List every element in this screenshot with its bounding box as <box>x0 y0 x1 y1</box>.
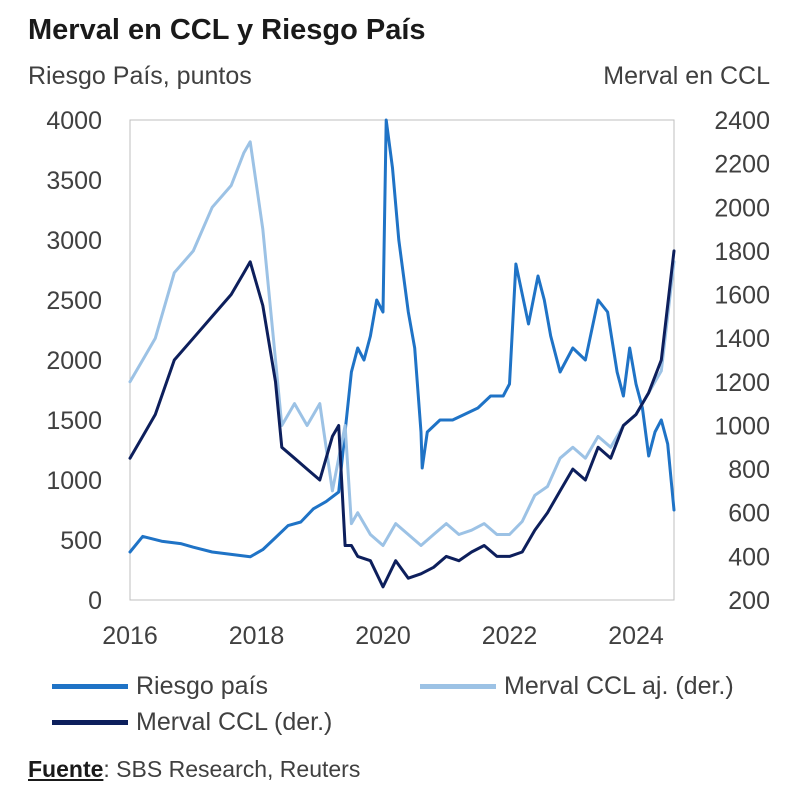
series-layer <box>128 118 676 589</box>
legend-label: Riesgo país <box>136 672 269 700</box>
left-tick-label: 4000 <box>46 107 102 135</box>
legend-label: Merval CCL aj. (der.) <box>504 672 734 700</box>
legend-label: Merval CCL (der.) <box>136 708 333 736</box>
x-tick-label: 2024 <box>608 622 664 650</box>
x-tick-label: 2016 <box>102 622 158 650</box>
left-tick-label: 2000 <box>46 347 102 375</box>
legend-item-merval-ccl-aj: Merval CCL aj. (der.) <box>420 672 734 701</box>
right-tick-label: 600 <box>728 500 770 528</box>
right-tick-label: 1200 <box>714 369 770 397</box>
left-axis-label: Riesgo País, puntos <box>28 62 252 90</box>
x-axis-ticks: 2016 2018 2020 2022 2024 <box>102 622 664 650</box>
series-line-merval-ccl-der <box>128 249 676 589</box>
right-tick-label: 400 <box>728 543 770 571</box>
legend-swatch-merval-ccl <box>52 720 128 725</box>
right-tick-label: 1600 <box>714 282 770 310</box>
series-line-riesgo-pa-s <box>128 118 676 559</box>
legend-swatch-merval-ccl-aj <box>420 684 496 689</box>
source-value: : SBS Research, Reuters <box>103 756 361 782</box>
right-tick-label: 1800 <box>714 238 770 266</box>
left-tick-label: 500 <box>60 527 102 555</box>
legend-item-riesgo-pais: Riesgo país <box>52 672 268 701</box>
source-note: Fuente: SBS Research, Reuters <box>28 756 360 783</box>
left-tick-label: 3000 <box>46 227 102 255</box>
left-axis-ticks: 4000 3500 3000 2500 2000 1500 1000 500 0 <box>46 107 102 615</box>
left-tick-label: 1000 <box>46 467 102 495</box>
legend: Riesgo país Merval CCL aj. (der.) Merval… <box>0 672 800 752</box>
line-chart: 4000 3500 3000 2500 2000 1500 1000 500 0 2400 220… <box>46 107 770 650</box>
left-tick-label: 1500 <box>46 407 102 435</box>
right-tick-label: 2400 <box>714 107 770 135</box>
x-tick-label: 2018 <box>229 622 285 650</box>
right-axis-ticks: 2400 2200 2000 1800 1600 1400 1200 1000 800 600 40… <box>714 107 770 615</box>
plot-frame <box>129 119 675 601</box>
right-axis-label: Merval en CCL <box>603 62 770 90</box>
left-tick-label: 0 <box>88 587 102 615</box>
legend-item-merval-ccl: Merval CCL (der.) <box>52 708 332 737</box>
series-line-merval-ccl-aj-der <box>128 140 676 547</box>
left-tick-label: 2500 <box>46 287 102 315</box>
right-tick-label: 1400 <box>714 325 770 353</box>
x-tick-label: 2020 <box>355 622 411 650</box>
right-tick-label: 800 <box>728 456 770 484</box>
source-key: Fuente <box>28 756 104 782</box>
legend-swatch-riesgo-pais <box>52 684 128 689</box>
x-tick-label: 2022 <box>482 622 538 650</box>
left-tick-label: 3500 <box>46 167 102 195</box>
right-tick-label: 200 <box>728 587 770 615</box>
right-tick-label: 1000 <box>714 412 770 440</box>
right-tick-label: 2000 <box>714 194 770 222</box>
chart-title: Merval en CCL y Riesgo País <box>28 14 426 46</box>
right-tick-label: 2200 <box>714 151 770 179</box>
